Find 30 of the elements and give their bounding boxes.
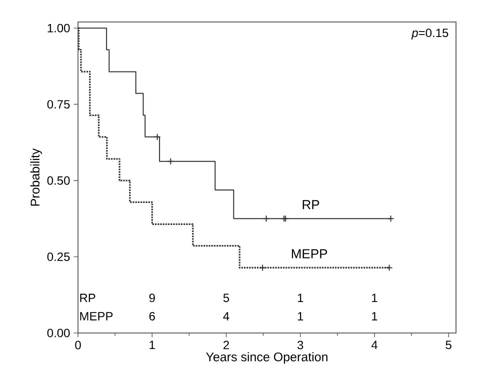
annotation: MEPP [80, 312, 113, 320]
annotation: 1 [372, 294, 378, 302]
x-tick-label: 0 [75, 340, 81, 350]
point [262, 215, 270, 222]
y-tick-label: 0.75 [47, 100, 70, 109]
x-tick-label: 2 [223, 340, 229, 350]
x-tick-label: 1 [150, 340, 155, 350]
annotation: RP [80, 294, 96, 302]
y-tick-label: 0.50 [47, 176, 70, 185]
annotation: 1 [372, 312, 378, 320]
annotation: 1 [298, 312, 304, 320]
point [167, 158, 174, 165]
point [154, 133, 161, 140]
annotation: p=0.15 [411, 28, 448, 40]
x-axis-title: Years since Operation [206, 352, 328, 364]
y-tick-label: 1.00 [48, 24, 70, 32]
series-label: MEPP [292, 249, 328, 258]
x-tick-label: 5 [446, 340, 452, 350]
annotation: 9 [149, 294, 155, 302]
y-axis-title: Probability [30, 148, 42, 206]
annotation: 1 [298, 294, 304, 302]
point [386, 264, 393, 272]
y-tick-label: 0.25 [47, 252, 70, 262]
series-label: RP [302, 200, 320, 210]
annotation: 6 [149, 312, 155, 320]
y-tick-label: 0.00 [47, 328, 70, 338]
annotation: 5 [223, 294, 230, 302]
x-tick-label: 4 [371, 340, 378, 350]
x-tick-label: 3 [297, 340, 304, 350]
annotation: 4 [223, 312, 230, 320]
